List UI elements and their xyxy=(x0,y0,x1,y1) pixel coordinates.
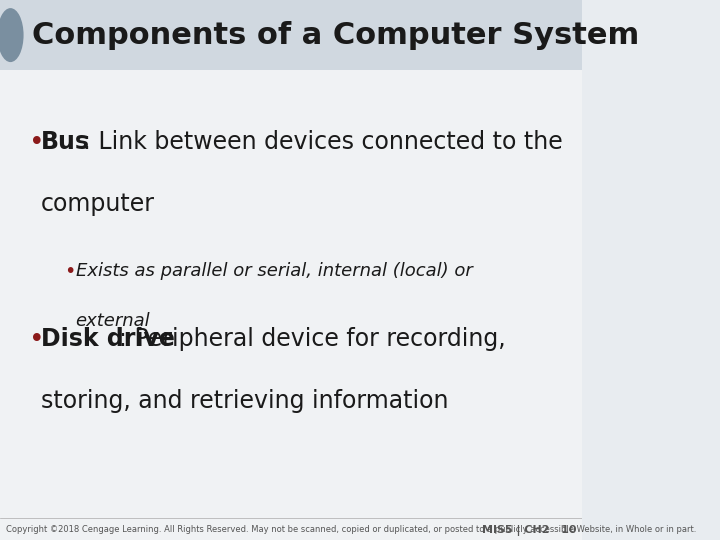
Text: •: • xyxy=(29,130,45,156)
Text: Components of a Computer System: Components of a Computer System xyxy=(32,21,639,50)
Text: Copyright ©2018 Cengage Learning. All Rights Reserved. May not be scanned, copie: Copyright ©2018 Cengage Learning. All Ri… xyxy=(6,525,696,534)
Text: : Peripheral device for recording,: : Peripheral device for recording, xyxy=(120,327,506,350)
Text: computer: computer xyxy=(41,192,155,215)
FancyBboxPatch shape xyxy=(0,0,582,70)
Text: Bus: Bus xyxy=(41,130,90,153)
Text: MIS5 | CH2   10: MIS5 | CH2 10 xyxy=(482,525,576,536)
Text: Exists as parallel or serial, internal (local) or: Exists as parallel or serial, internal (… xyxy=(76,262,472,280)
Text: •: • xyxy=(64,262,76,281)
FancyBboxPatch shape xyxy=(0,70,582,540)
Ellipse shape xyxy=(0,8,24,62)
Text: Disk drive: Disk drive xyxy=(41,327,175,350)
Text: •: • xyxy=(29,327,45,353)
Text: storing, and retrieving information: storing, and retrieving information xyxy=(41,389,449,413)
Text: external: external xyxy=(76,312,150,330)
Text: : Link between devices connected to the: : Link between devices connected to the xyxy=(83,130,562,153)
